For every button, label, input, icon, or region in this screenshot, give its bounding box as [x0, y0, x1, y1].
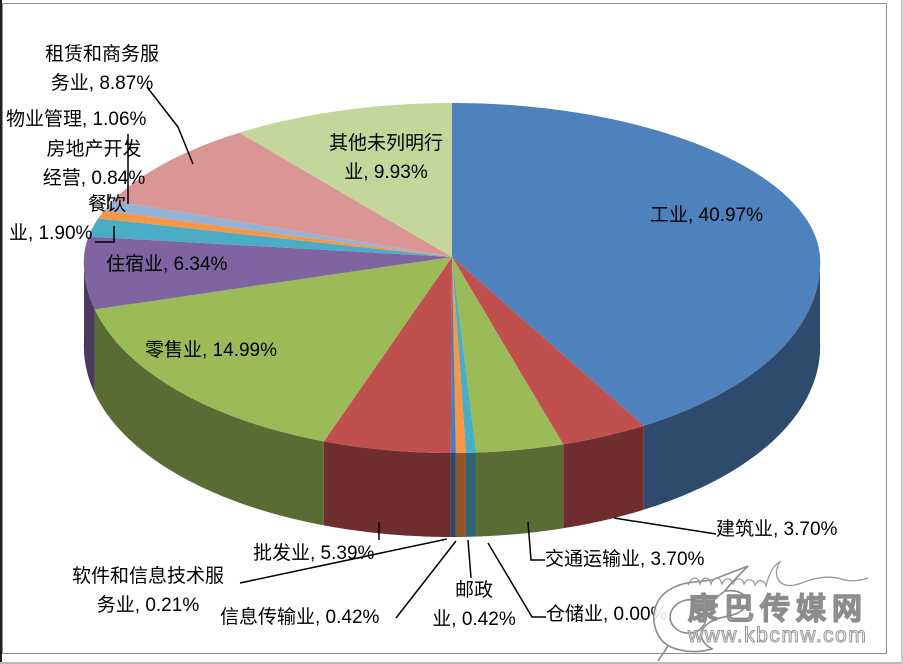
- pie-slice-other[interactable]: [239, 103, 452, 257]
- pie-label-postal: 邮政 业, 0.42%: [432, 580, 516, 630]
- pie-label-software: 软件和信息技术服 务业, 0.21%: [71, 566, 224, 616]
- pie-label-other: 其他未列明行 业, 9.93%: [328, 133, 443, 183]
- screenshot-right-edge: [901, 0, 903, 664]
- leader-line-leasing: [146, 86, 194, 165]
- leader-line-catering: [95, 226, 115, 243]
- leader-lines: [95, 86, 717, 619]
- pie-slice-retail[interactable]: [94, 257, 452, 442]
- pie-label-industry: 工业, 40.97%: [650, 205, 763, 226]
- pie-label-construction: 建筑业, 3.70%: [716, 519, 838, 540]
- leader-line-software: [239, 538, 448, 584]
- pie-slices: [83, 103, 821, 453]
- pie-side-lodging: [83, 257, 95, 394]
- pie-side-software: [450, 452, 456, 537]
- pie-slice-wholesale[interactable]: [323, 257, 452, 453]
- leader-line-warehousing: [487, 542, 546, 618]
- pie-label-retail: 零售业, 14.99%: [145, 340, 277, 361]
- leader-line-postal: [467, 539, 472, 579]
- leader-line-construction: [613, 517, 717, 535]
- pie-slice-catering[interactable]: [88, 218, 453, 257]
- pie-side-transport: [476, 444, 564, 537]
- pie-slice-lodging[interactable]: [83, 236, 453, 310]
- pie-side-wholesale: [323, 441, 451, 537]
- watermark-site-name: 康巴传媒网: [687, 592, 868, 626]
- pie-slice-software[interactable]: [450, 257, 456, 453]
- leader-line-info-transmission: [395, 540, 457, 619]
- pie-label-info-transmission: 信息传输业, 0.42%: [220, 607, 380, 628]
- pie-label-warehousing: 仓储业, 0.00%: [546, 604, 668, 625]
- pie-slice-transport[interactable]: [452, 257, 564, 453]
- leader-line-transport: [527, 521, 545, 561]
- pie-side-info-transmission: [455, 452, 466, 537]
- pie-slice-postal[interactable]: [452, 257, 477, 453]
- pie-side-retail: [94, 309, 324, 526]
- pie-label-wholesale: 批发业, 5.39%: [253, 543, 375, 564]
- pie-label-leasing: 租赁和商务服 务业, 8.87%: [44, 44, 159, 94]
- pie-side-construction: [563, 425, 644, 529]
- pie-label-realestate: 房地产开发 经营, 0.84%: [42, 139, 146, 189]
- pie-side-postal: [465, 452, 477, 537]
- pie-slice-leasing[interactable]: [112, 132, 452, 257]
- pie-3d-sides: [83, 257, 821, 537]
- pie-side-industry: [643, 257, 821, 510]
- pie-slice-industry[interactable]: [452, 103, 821, 426]
- pie-label-catering: 餐饮 业, 1.90%: [9, 194, 127, 244]
- watermark-site-url: www.kbcmw.com: [687, 624, 868, 648]
- pie-label-property-mgmt: 物业管理, 1.06%: [6, 109, 147, 130]
- pie-slice-construction[interactable]: [452, 257, 644, 445]
- pie-slice-info-transmission[interactable]: [452, 257, 466, 453]
- screenshot-bottom-edge: [0, 662, 903, 664]
- pie-slice-realestate[interactable]: [98, 210, 452, 257]
- screenshot-left-edge: [0, 0, 2, 664]
- pie-slice-property-mgmt[interactable]: [104, 200, 452, 257]
- pie-label-transport: 交通运输业, 3.70%: [545, 549, 705, 570]
- pie-label-lodging: 住宿业, 6.34%: [106, 254, 228, 275]
